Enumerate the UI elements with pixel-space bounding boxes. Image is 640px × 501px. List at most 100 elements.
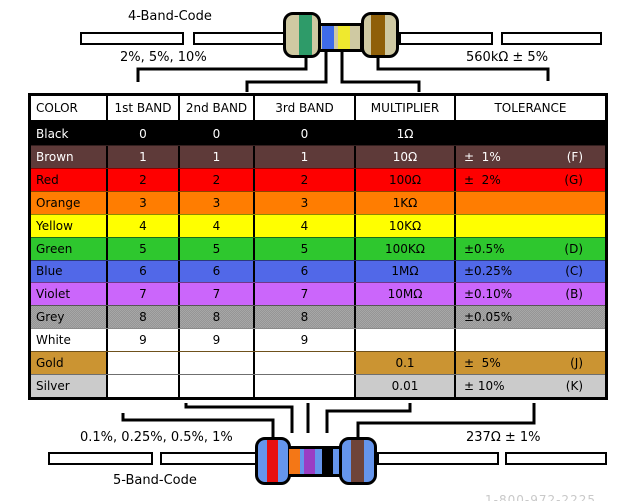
band3-value: 6 (255, 260, 356, 283)
band3-value: 3 (255, 191, 356, 214)
five-band-code-label: 5-Band-Code (113, 473, 197, 488)
band3-value (255, 375, 356, 398)
header-color: COLOR (31, 96, 108, 122)
tolerance-cell: ± 10% (K) (456, 375, 605, 397)
multiplier-value (356, 306, 456, 329)
brown-band (351, 440, 364, 482)
band1-value (108, 352, 180, 375)
table-row-white: White 9 9 9 (31, 328, 605, 352)
band2-value: 3 (180, 191, 255, 214)
tolerance-value: ±0.25% (464, 264, 513, 279)
band1-value (108, 375, 180, 398)
tolerance-value: ± 2% (464, 172, 501, 187)
tolerance-letter: (F) (566, 149, 583, 164)
color-label: Violet (31, 283, 108, 306)
tolerance-cell: ± 2% (G) (456, 169, 605, 191)
watermark-phone: 1-800-972-2225 (485, 493, 596, 501)
table-row-green: Green 5 5 5 100KΩ ±0.5% (D) (31, 236, 605, 260)
four-band-example-value: 560kΩ ± 5% (466, 50, 549, 65)
tolerance-cell: ±0.25% (C) (456, 261, 605, 283)
band2-value: 1 (180, 145, 255, 168)
color-label: Blue (31, 260, 108, 283)
table-row-brown: Brown 1 1 1 10Ω ± 1% (F) (31, 144, 605, 168)
tolerance-value: ± 5% (464, 356, 501, 371)
tolerance-letter: (K) (565, 379, 583, 394)
tolerance-value: ±0.5% (464, 241, 505, 256)
color-label: White (31, 329, 108, 352)
color-label: Gold (31, 352, 108, 375)
color-label: Green (31, 237, 108, 260)
tolerance-cell: ± 1% (F) (456, 146, 605, 168)
band2-value: 7 (180, 283, 255, 306)
color-label: Black (31, 123, 108, 145)
multiplier-value: 0.1 (356, 352, 456, 375)
tolerance-cell (456, 123, 605, 145)
table-row-red: Red 2 2 2 100Ω ± 2% (G) (31, 167, 605, 191)
gold-band (371, 15, 385, 55)
multiplier-value: 100Ω (356, 168, 456, 191)
header-3rd-band: 3rd BAND (255, 96, 356, 122)
color-label: Red (31, 168, 108, 191)
tolerance-letter: (D) (564, 241, 583, 256)
tolerance-letter: (C) (565, 264, 583, 279)
multiplier-value: 1KΩ (356, 191, 456, 214)
band2-value (180, 352, 255, 375)
resistor-lead (505, 452, 607, 465)
multiplier-value: 10Ω (356, 145, 456, 168)
band2-value: 0 (180, 123, 255, 145)
tolerance-cell (456, 215, 605, 237)
color-label: Orange (31, 191, 108, 214)
tolerance-letter: (B) (565, 287, 583, 302)
color-label: Silver (31, 375, 108, 398)
tolerance-cell: ±0.5% (D) (456, 238, 605, 260)
resistor-lead (399, 32, 493, 45)
band1-value: 5 (108, 237, 180, 260)
band3-value: 1 (255, 145, 356, 168)
multiplier-value: 1MΩ (356, 260, 456, 283)
band1-value: 7 (108, 283, 180, 306)
band3-value: 8 (255, 306, 356, 329)
multiplier-value: 0.01 (356, 375, 456, 398)
color-label: Brown (31, 145, 108, 168)
resistor-lead (501, 32, 602, 45)
table-row-grey: Grey 8 8 8 ±0.05% (31, 305, 605, 329)
tolerance-value: ±0.05% (464, 310, 513, 325)
color-label: Yellow (31, 214, 108, 237)
band1-value: 3 (108, 191, 180, 214)
resistor-lead (48, 452, 153, 465)
band2-value: 2 (180, 168, 255, 191)
tolerance-letter: (J) (570, 356, 583, 371)
tolerance-cell: ±0.05% (456, 306, 605, 328)
table-header-row: COLOR 1st BAND 2nd BAND 3rd BAND MULTIPL… (31, 96, 605, 122)
header-1st-band: 1st BAND (108, 96, 180, 122)
five-band-tolerance-note: 0.1%, 0.25%, 0.5%, 1% (80, 430, 233, 445)
band3-value: 5 (255, 237, 356, 260)
tolerance-value: ± 10% (464, 379, 505, 394)
band2-value: 6 (180, 260, 255, 283)
band1-value: 6 (108, 260, 180, 283)
resistor-lead (80, 32, 184, 45)
band2-value: 4 (180, 214, 255, 237)
band2-value (180, 375, 255, 398)
tolerance-value: ± 1% (464, 149, 501, 164)
multiplier-value: 10KΩ (356, 214, 456, 237)
header-tolerance: TOLERANCE (456, 96, 605, 122)
tolerance-value: ±0.10% (464, 287, 513, 302)
band1-value: 1 (108, 145, 180, 168)
band2-value: 8 (180, 306, 255, 329)
table-row-orange: Orange 3 3 3 1KΩ (31, 190, 605, 214)
multiplier-value: 10MΩ (356, 283, 456, 306)
violet-band (304, 449, 315, 474)
tolerance-letter: (G) (564, 172, 583, 187)
multiplier-value: 100KΩ (356, 237, 456, 260)
band3-value (255, 352, 356, 375)
table-row-yellow: Yellow 4 4 4 10KΩ (31, 213, 605, 237)
multiplier-value: 1Ω (356, 123, 456, 145)
tolerance-cell: ± 5% (J) (456, 352, 605, 374)
table-row-violet: Violet 7 7 7 10MΩ ±0.10% (B) (31, 282, 605, 306)
band1-value: 8 (108, 306, 180, 329)
band2-value: 5 (180, 237, 255, 260)
multiplier-value (356, 329, 456, 352)
band3-value: 9 (255, 329, 356, 352)
